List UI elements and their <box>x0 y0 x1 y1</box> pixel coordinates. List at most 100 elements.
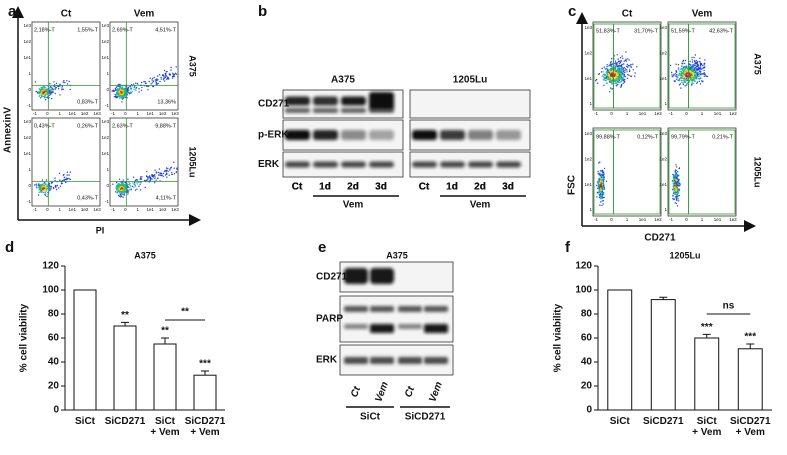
gate-percent: 51,83%-T <box>596 28 620 34</box>
lane-label: 1d <box>319 182 331 193</box>
dot <box>678 72 680 75</box>
x-tick-label: 1e1 <box>68 207 76 212</box>
dot <box>692 71 694 74</box>
row-label: ERK <box>316 355 338 366</box>
dot <box>604 77 607 79</box>
dot <box>703 63 705 65</box>
x-tick-label: 1 <box>59 111 62 116</box>
x-tick-label: 1 <box>626 111 629 116</box>
dot <box>66 80 68 82</box>
x-tick-label: SiCt <box>609 416 630 427</box>
dot <box>147 177 149 179</box>
dot <box>167 167 169 170</box>
dot <box>162 175 164 177</box>
dot <box>120 195 123 198</box>
dot <box>39 184 42 186</box>
dot <box>164 73 166 75</box>
dot <box>152 175 154 178</box>
error-bar <box>201 370 209 376</box>
dot <box>127 178 129 180</box>
dot <box>684 68 686 71</box>
significance: ** <box>121 310 129 321</box>
x-tick-label: SiCt + Vem <box>692 416 722 438</box>
dot <box>151 82 153 84</box>
dot <box>40 96 43 98</box>
dot <box>613 79 615 81</box>
dot <box>699 83 702 85</box>
y-tick-label: 1e3 <box>23 119 31 124</box>
dot <box>600 184 603 187</box>
dot <box>675 70 677 72</box>
dot <box>66 174 68 176</box>
dot <box>683 80 685 82</box>
dot <box>156 78 158 80</box>
dot <box>675 175 678 178</box>
dot <box>606 72 608 75</box>
dot <box>164 80 166 82</box>
y-tick-label: -1 <box>105 103 109 108</box>
dot <box>68 174 70 176</box>
dot <box>168 73 170 75</box>
x-tick-label: 1e1 <box>639 111 647 116</box>
blot-frame <box>409 89 531 119</box>
dot <box>66 83 69 85</box>
dot <box>164 174 167 176</box>
lane-label: 3d <box>502 182 514 193</box>
dot <box>38 191 40 194</box>
dot <box>596 82 599 84</box>
dot <box>675 202 678 205</box>
chart-title: A375 <box>134 250 156 260</box>
dot <box>52 88 54 90</box>
y-tick-label: 1 <box>664 207 667 212</box>
x-tick-label: 0 <box>46 111 49 116</box>
y-tick-label: 1 <box>664 101 667 106</box>
dot <box>59 185 62 187</box>
dot <box>603 84 605 87</box>
dot <box>628 69 631 71</box>
dot <box>116 85 118 87</box>
dot <box>686 79 688 82</box>
dot <box>116 185 118 187</box>
x-tick-label: 1 <box>137 207 140 212</box>
dot <box>614 82 616 85</box>
dot <box>701 81 704 83</box>
dot <box>124 95 126 97</box>
dot <box>604 68 607 70</box>
dot <box>675 166 678 168</box>
dot <box>122 179 124 181</box>
panel-title: A375 <box>386 250 408 260</box>
dot <box>56 184 58 187</box>
dot <box>44 193 46 196</box>
dot <box>41 89 43 91</box>
dot <box>675 73 678 76</box>
dot <box>614 64 616 67</box>
dot <box>599 196 601 198</box>
dot <box>697 64 700 67</box>
dot <box>696 76 699 78</box>
y-tick-label: 1 <box>106 167 109 172</box>
dot <box>114 87 117 90</box>
dot <box>41 186 43 188</box>
bar <box>607 289 633 411</box>
dot <box>146 171 148 173</box>
dot <box>53 85 55 88</box>
y-tick-label: 100 <box>575 285 592 296</box>
blot-band <box>285 96 310 106</box>
dot <box>615 77 617 79</box>
dot <box>674 202 676 204</box>
plot-frame <box>667 127 737 217</box>
lane-label: 3d <box>502 182 514 193</box>
dot <box>696 63 699 66</box>
dot <box>674 179 677 181</box>
dot <box>115 95 117 98</box>
dot <box>124 93 126 95</box>
dot <box>699 75 701 77</box>
dot <box>618 72 621 74</box>
dot <box>54 179 56 182</box>
lane-label: 3d <box>375 182 387 193</box>
panel-letter: c <box>568 3 576 20</box>
dot <box>678 167 680 170</box>
dot <box>686 82 688 85</box>
dot <box>50 92 52 95</box>
dot <box>118 191 121 193</box>
